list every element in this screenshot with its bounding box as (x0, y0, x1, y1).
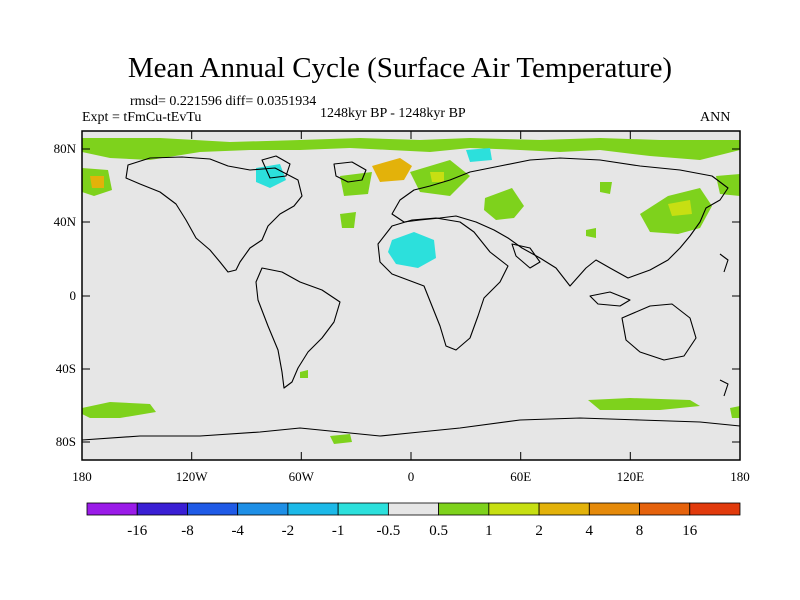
colorbar-label: 1 (485, 523, 493, 539)
anomaly-patch (668, 200, 692, 216)
anomaly-patch (372, 158, 412, 182)
colorbar-box (387, 502, 440, 516)
colorbar-label: -1 (332, 523, 345, 539)
anomaly-patch (716, 174, 740, 196)
colorbar-box (639, 502, 691, 516)
lon-tick-label: 180 (730, 469, 750, 484)
south-america-outline (255, 267, 341, 389)
arabia-outline (511, 243, 541, 269)
north-america-outline (125, 156, 303, 273)
colorbar-box (237, 502, 289, 516)
greenland-outline (333, 161, 367, 183)
colorbar-label: -8 (181, 523, 194, 539)
lat-tick-label: 0 (70, 288, 77, 303)
hudson-bay-outline (261, 155, 291, 179)
colorbar-label: -2 (282, 523, 295, 539)
antarctica-outline (81, 417, 741, 441)
anomaly-patch (340, 212, 356, 228)
anomaly-patch (600, 182, 612, 194)
colorbar-box (689, 502, 741, 516)
positive-anomaly-patches (82, 138, 740, 444)
colorbar-box (438, 502, 490, 516)
lon-tick-label: 120E (617, 469, 645, 484)
colorbar-label: -0.5 (377, 523, 401, 539)
lon-tick-label: 0 (408, 469, 415, 484)
stats-label: rmsd= 0.221596 diff= 0.0351934 (130, 94, 317, 109)
colorbar-label: 2 (535, 523, 543, 539)
lat-tick-label: 40N (54, 214, 77, 229)
colorbar-box (136, 502, 188, 516)
anomaly-patch (82, 402, 156, 418)
arctic-anomaly (82, 138, 740, 160)
lon-tick-marks (81, 131, 631, 460)
anomaly-patch (484, 188, 524, 220)
lat-tick-label: 80S (56, 434, 76, 449)
colorbar-box (287, 502, 339, 516)
anomaly-patch (300, 370, 308, 378)
lat-tick-label: 80N (54, 141, 77, 156)
colorbar-box (337, 502, 389, 516)
colorbar (86, 502, 741, 516)
chart-title: Mean Annual Cycle (Surface Air Temperatu… (127, 52, 673, 84)
lon-tick-label: 60E (510, 469, 531, 484)
lat-tick-label: 40S (56, 361, 76, 376)
anomaly-patch (90, 176, 104, 188)
lon-tick-label: 180 (72, 469, 92, 484)
colorbar-box (538, 502, 590, 516)
colorbar-box (86, 502, 138, 516)
sahara-anomaly (388, 232, 436, 268)
anomaly-patch (730, 406, 740, 418)
africa-outline (377, 217, 509, 351)
period-label: 1248kyr BP - 1248kyr BP (320, 106, 466, 121)
season-label: ANN (700, 110, 731, 125)
japan-outline (719, 253, 729, 273)
eurasia-outline (391, 157, 729, 287)
anomaly-patch (340, 172, 372, 196)
lon-tick-labels: 180 120W 60W 0 60E 120E 180 (72, 469, 750, 484)
australia-outline (621, 303, 697, 361)
colorbar-label: -4 (231, 523, 244, 539)
anomaly-patch (588, 398, 700, 410)
new-zealand-outline (719, 379, 729, 397)
anomaly-patch (586, 228, 596, 238)
lat-tick-marks (82, 148, 740, 443)
map-background (82, 131, 740, 460)
lon-tick-label: 60W (289, 469, 315, 484)
colorbar-label: -16 (127, 523, 147, 539)
colorbar-box (187, 502, 239, 516)
maritime-continent-outline (589, 291, 631, 307)
lat-tick-labels: 80N 40N 0 40S 80S (54, 141, 77, 449)
positive-high-patches (90, 158, 692, 216)
experiment-label: Expt = tFmCu-tEvTu (82, 110, 202, 125)
colorbar-label: 8 (636, 523, 644, 539)
colorbar-box (488, 502, 540, 516)
anomaly-patch (330, 434, 352, 444)
anomaly-patch (466, 148, 492, 162)
colorbar-label: 0.5 (429, 523, 448, 539)
anomaly-patch (430, 172, 444, 182)
coastlines (81, 155, 741, 441)
colorbar-label: 4 (586, 523, 594, 539)
colorbar-labels: -16 -8 -4 -2 -1 -0.5 0.5 1 2 4 8 16 (127, 523, 698, 539)
colorbar-label: 16 (682, 523, 698, 539)
colorbar-box (588, 502, 640, 516)
lon-tick-label: 120W (176, 469, 209, 484)
